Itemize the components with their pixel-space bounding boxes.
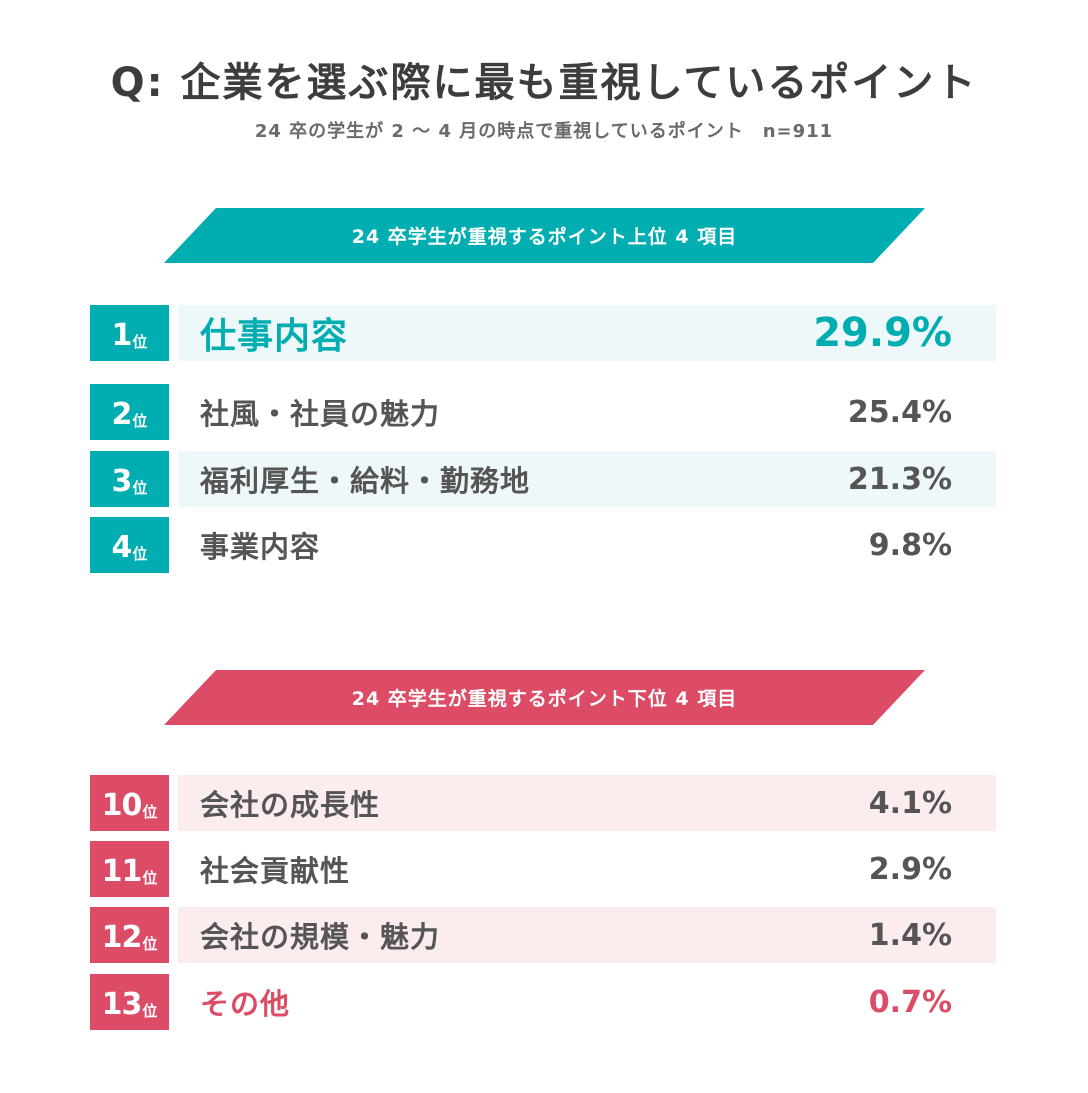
row-highlight-background	[178, 451, 996, 507]
item-label: 福利厚生・給料・勤務地	[200, 464, 531, 498]
item-percentage: 1.4%	[868, 917, 952, 953]
item-percentage: 0.7%	[868, 984, 952, 1020]
ranking-row: 3 位福利厚生・給料・勤務地 21.3%	[90, 451, 996, 507]
ranking-row: 12 位会社の規模・魅力 1.4%	[90, 907, 996, 963]
rank-number: 3	[111, 464, 133, 499]
ranking-row: 10 位会社の成長性 4.1%	[90, 775, 996, 831]
rank-number: 10	[101, 788, 143, 823]
rank-suffix: 位	[132, 545, 148, 563]
rank-suffix: 位	[142, 869, 158, 887]
item-label: 仕事内容	[200, 316, 349, 357]
top-section-banner-label: 24 卒学生が重視するポイント上位 4 項目	[351, 226, 738, 248]
item-label: 社会貢献性	[200, 854, 351, 888]
item-label: 社風・社員の魅力	[200, 397, 441, 431]
rank-number: 12	[101, 920, 143, 955]
item-percentage: 9.8%	[868, 527, 952, 563]
bottom-section-banner: 24 卒学生が重視するポイント下位 4 項目	[164, 670, 925, 725]
rank-badge: 13 位	[90, 974, 169, 1030]
item-percentage: 2.9%	[868, 851, 952, 887]
item-percentage: 21.3%	[847, 461, 952, 497]
rank-suffix: 位	[142, 1002, 158, 1020]
item-percentage: 29.9%	[813, 310, 952, 356]
rank-suffix: 位	[132, 412, 148, 430]
ranking-row: 2 位社風・社員の魅力 25.4%	[90, 384, 996, 440]
rank-suffix: 位	[132, 479, 148, 497]
rank-badge: 11 位	[90, 841, 169, 897]
item-label: 事業内容	[200, 530, 321, 564]
bottom-section-banner-label: 24 卒学生が重視するポイント下位 4 項目	[351, 688, 738, 710]
ranking-row: 1 位仕事内容 29.9%	[90, 305, 996, 361]
rank-badge: 10 位	[90, 775, 169, 831]
row-highlight-background	[178, 907, 996, 963]
ranking-row: 4 位事業内容 9.8%	[90, 517, 996, 573]
item-percentage: 25.4%	[847, 394, 952, 430]
item-label: 会社の規模・魅力	[200, 920, 441, 954]
item-label: 会社の成長性	[200, 788, 381, 822]
chart-subtitle: 24 卒の学生が 2 〜 4 月の時点で重視しているポイント n=911	[254, 121, 834, 142]
ranking-row: 13 位その他 0.7%	[90, 974, 996, 1030]
item-label: その他	[200, 987, 291, 1021]
top-section-banner: 24 卒学生が重視するポイント上位 4 項目	[164, 208, 925, 263]
row-highlight-background	[178, 305, 996, 361]
ranking-row: 11 位社会貢献性 2.9%	[90, 841, 996, 897]
rank-number: 2	[111, 397, 133, 432]
rank-suffix: 位	[142, 803, 158, 821]
rank-number: 4	[111, 530, 133, 565]
rank-number: 1	[111, 318, 133, 353]
rank-number: 11	[101, 854, 143, 889]
rank-number: 13	[101, 987, 143, 1022]
rank-badge: 12 位	[90, 907, 169, 963]
row-highlight-background	[178, 775, 996, 831]
chart-title: Q: 企業を選ぶ際に最も重視しているポイント	[110, 60, 978, 106]
rank-suffix: 位	[132, 333, 148, 351]
item-percentage: 4.1%	[868, 785, 952, 821]
rank-suffix: 位	[142, 935, 158, 953]
